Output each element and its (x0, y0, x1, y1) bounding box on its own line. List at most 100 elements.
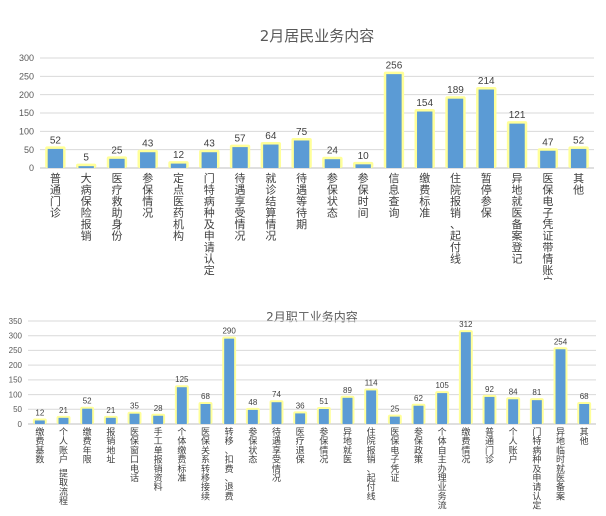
chart1-category-label: 待遇享受情况 (235, 171, 246, 243)
chart2-bar (224, 338, 235, 424)
chart2-bar (508, 399, 519, 424)
chart2-bar (318, 408, 329, 424)
chart-resident-business: 2月居民业务内容 0 50 100 150 200 250 300 52 普通门诊 5 大病保险报销 2… (19, 27, 594, 280)
chart2-category-label: 门特病种及申请认定 (532, 426, 541, 512)
chart2-category-label: 参保情况 (319, 426, 328, 466)
chart2-data-label: 68 (201, 392, 210, 401)
chart1-category-label: 住院报销、起付线 (450, 171, 461, 266)
chart2-category-label: 个体缴费标准 (177, 427, 186, 484)
chart1-bar (170, 163, 187, 168)
chart1-bar (78, 166, 94, 168)
chart2-bar (389, 416, 400, 424)
chart1-category-label: 门特病种及申请认定 (204, 171, 215, 277)
chart1-category-label: 普通门诊 (50, 171, 61, 220)
chart1-category-label: 缴费标准 (419, 171, 430, 220)
chart1-bar (324, 159, 341, 168)
chart1-data-label: 25 (111, 145, 123, 156)
chart2-bar (484, 396, 495, 424)
chart2-category-label: 报销地址 (106, 426, 115, 466)
chart2-bar (531, 400, 542, 424)
chart2-category-label: 参保状态 (248, 426, 257, 466)
chart2-data-label: 21 (59, 406, 68, 415)
chart2-category-label: 缴费情况 (461, 426, 470, 466)
chart1-category-label: 医保电子凭证带情账户 (542, 172, 553, 280)
chart2-category-label: 缴费基数 (35, 426, 44, 466)
chart1-bar (447, 98, 464, 168)
chart1-bar (201, 152, 217, 168)
chart1-category-label: 其他 (573, 172, 584, 197)
chart1-data-label: 75 (296, 127, 308, 138)
chart2-category-label: 异地临时就医备案 (556, 427, 565, 502)
chart1-bar (293, 140, 310, 168)
chart2-y-tick-label: 300 (9, 332, 23, 341)
chart2-y-tick-label: 200 (9, 361, 23, 370)
chart2-data-label: 254 (554, 337, 568, 346)
chart2-y-tick-label: 50 (13, 405, 22, 414)
chart1-y-tick-label: 150 (19, 108, 34, 118)
chart2-data-label: 35 (130, 402, 139, 411)
chart2-bar (105, 417, 116, 424)
chart1-data-label: 52 (50, 135, 62, 146)
chart2-data-label: 125 (175, 375, 189, 384)
chart2-bar (413, 405, 424, 424)
chart1-data-label: 5 (83, 153, 89, 164)
chart2-category-label: 缴费年限 (83, 426, 92, 466)
chart1-bar (417, 111, 433, 168)
chart1-y-tick-label: 50 (24, 145, 34, 155)
chart2-bar (129, 413, 140, 424)
chart2-data-label: 74 (272, 390, 281, 399)
chart2-category-label: 个人账户 (509, 427, 518, 466)
chart1-data-label: 189 (447, 85, 464, 96)
chart2-data-label: 52 (83, 397, 92, 406)
chart2-y-tick-label: 250 (9, 346, 23, 355)
chart-employee-business: 2月职工业务内容 0 50 100 150 200 250 300 350 12 缴费基数 21 个人账… (9, 309, 596, 512)
chart1-y-tick-label: 0 (29, 163, 34, 173)
chart1-category-label: 参保时间 (358, 171, 369, 220)
chart2-data-label: 25 (390, 405, 399, 414)
chart2-category-label: 异地就医 (343, 427, 352, 466)
chart1-data-label: 43 (142, 139, 154, 150)
chart1-data-label: 121 (509, 110, 526, 121)
chart2-category-label: 个人账户提取流程 (59, 427, 68, 507)
chart2-category-label: 普通门诊 (485, 426, 494, 466)
chart1-category-label: 参保状态 (327, 171, 338, 220)
chart2-bar (460, 332, 471, 424)
chart2-data-label: 92 (485, 385, 494, 394)
chart2-bar (200, 403, 211, 424)
chart1-category-label: 就诊结算情况 (265, 171, 276, 243)
chart2-y-tick-label: 100 (9, 390, 23, 399)
chart2-category-label: 个体自主办理业务流 (438, 427, 447, 512)
chart1-data-label: 12 (173, 150, 185, 161)
chart1-data-label: 47 (542, 137, 554, 148)
chart1-data-label: 10 (358, 151, 370, 162)
chart2-data-label: 81 (532, 388, 541, 397)
chart1-category-label: 待遇等待期 (296, 171, 307, 231)
chart2-data-label: 36 (296, 401, 305, 410)
chart1-title: 2月居民业务内容 (260, 27, 375, 45)
chart2-bar (295, 413, 306, 424)
chart1-y-tick-label: 250 (19, 71, 34, 81)
chart2-bar (247, 409, 258, 424)
chart2-category-label: 转移、扣费、退费 (225, 426, 234, 502)
chart2-data-label: 84 (509, 387, 518, 396)
chart1-bar (355, 164, 371, 168)
chart2-bar (271, 402, 282, 424)
chart2-bar (34, 420, 45, 424)
chart1-data-label: 256 (386, 61, 403, 72)
chart1-data-label: 43 (204, 139, 216, 150)
chart2-bar (82, 408, 93, 424)
chart1-y-tick-label: 200 (19, 90, 34, 100)
chart1-data-label: 64 (265, 131, 277, 142)
chart2-data-label: 114 (365, 378, 378, 387)
chart1-bar (232, 147, 248, 168)
chart1-bar (109, 158, 125, 168)
chart2-data-label: 21 (106, 406, 115, 415)
chart2-category-label: 参保政策 (414, 426, 423, 466)
chart2-data-label: 51 (319, 397, 328, 406)
chart2-category-label: 医保窗口电话 (130, 427, 139, 484)
chart1-bar (478, 89, 494, 168)
chart1-data-label: 214 (478, 76, 495, 87)
chart1-bar (570, 148, 587, 168)
chart2-category-label: 医保电子凭证 (390, 427, 399, 484)
chart2-data-label: 12 (35, 408, 44, 417)
